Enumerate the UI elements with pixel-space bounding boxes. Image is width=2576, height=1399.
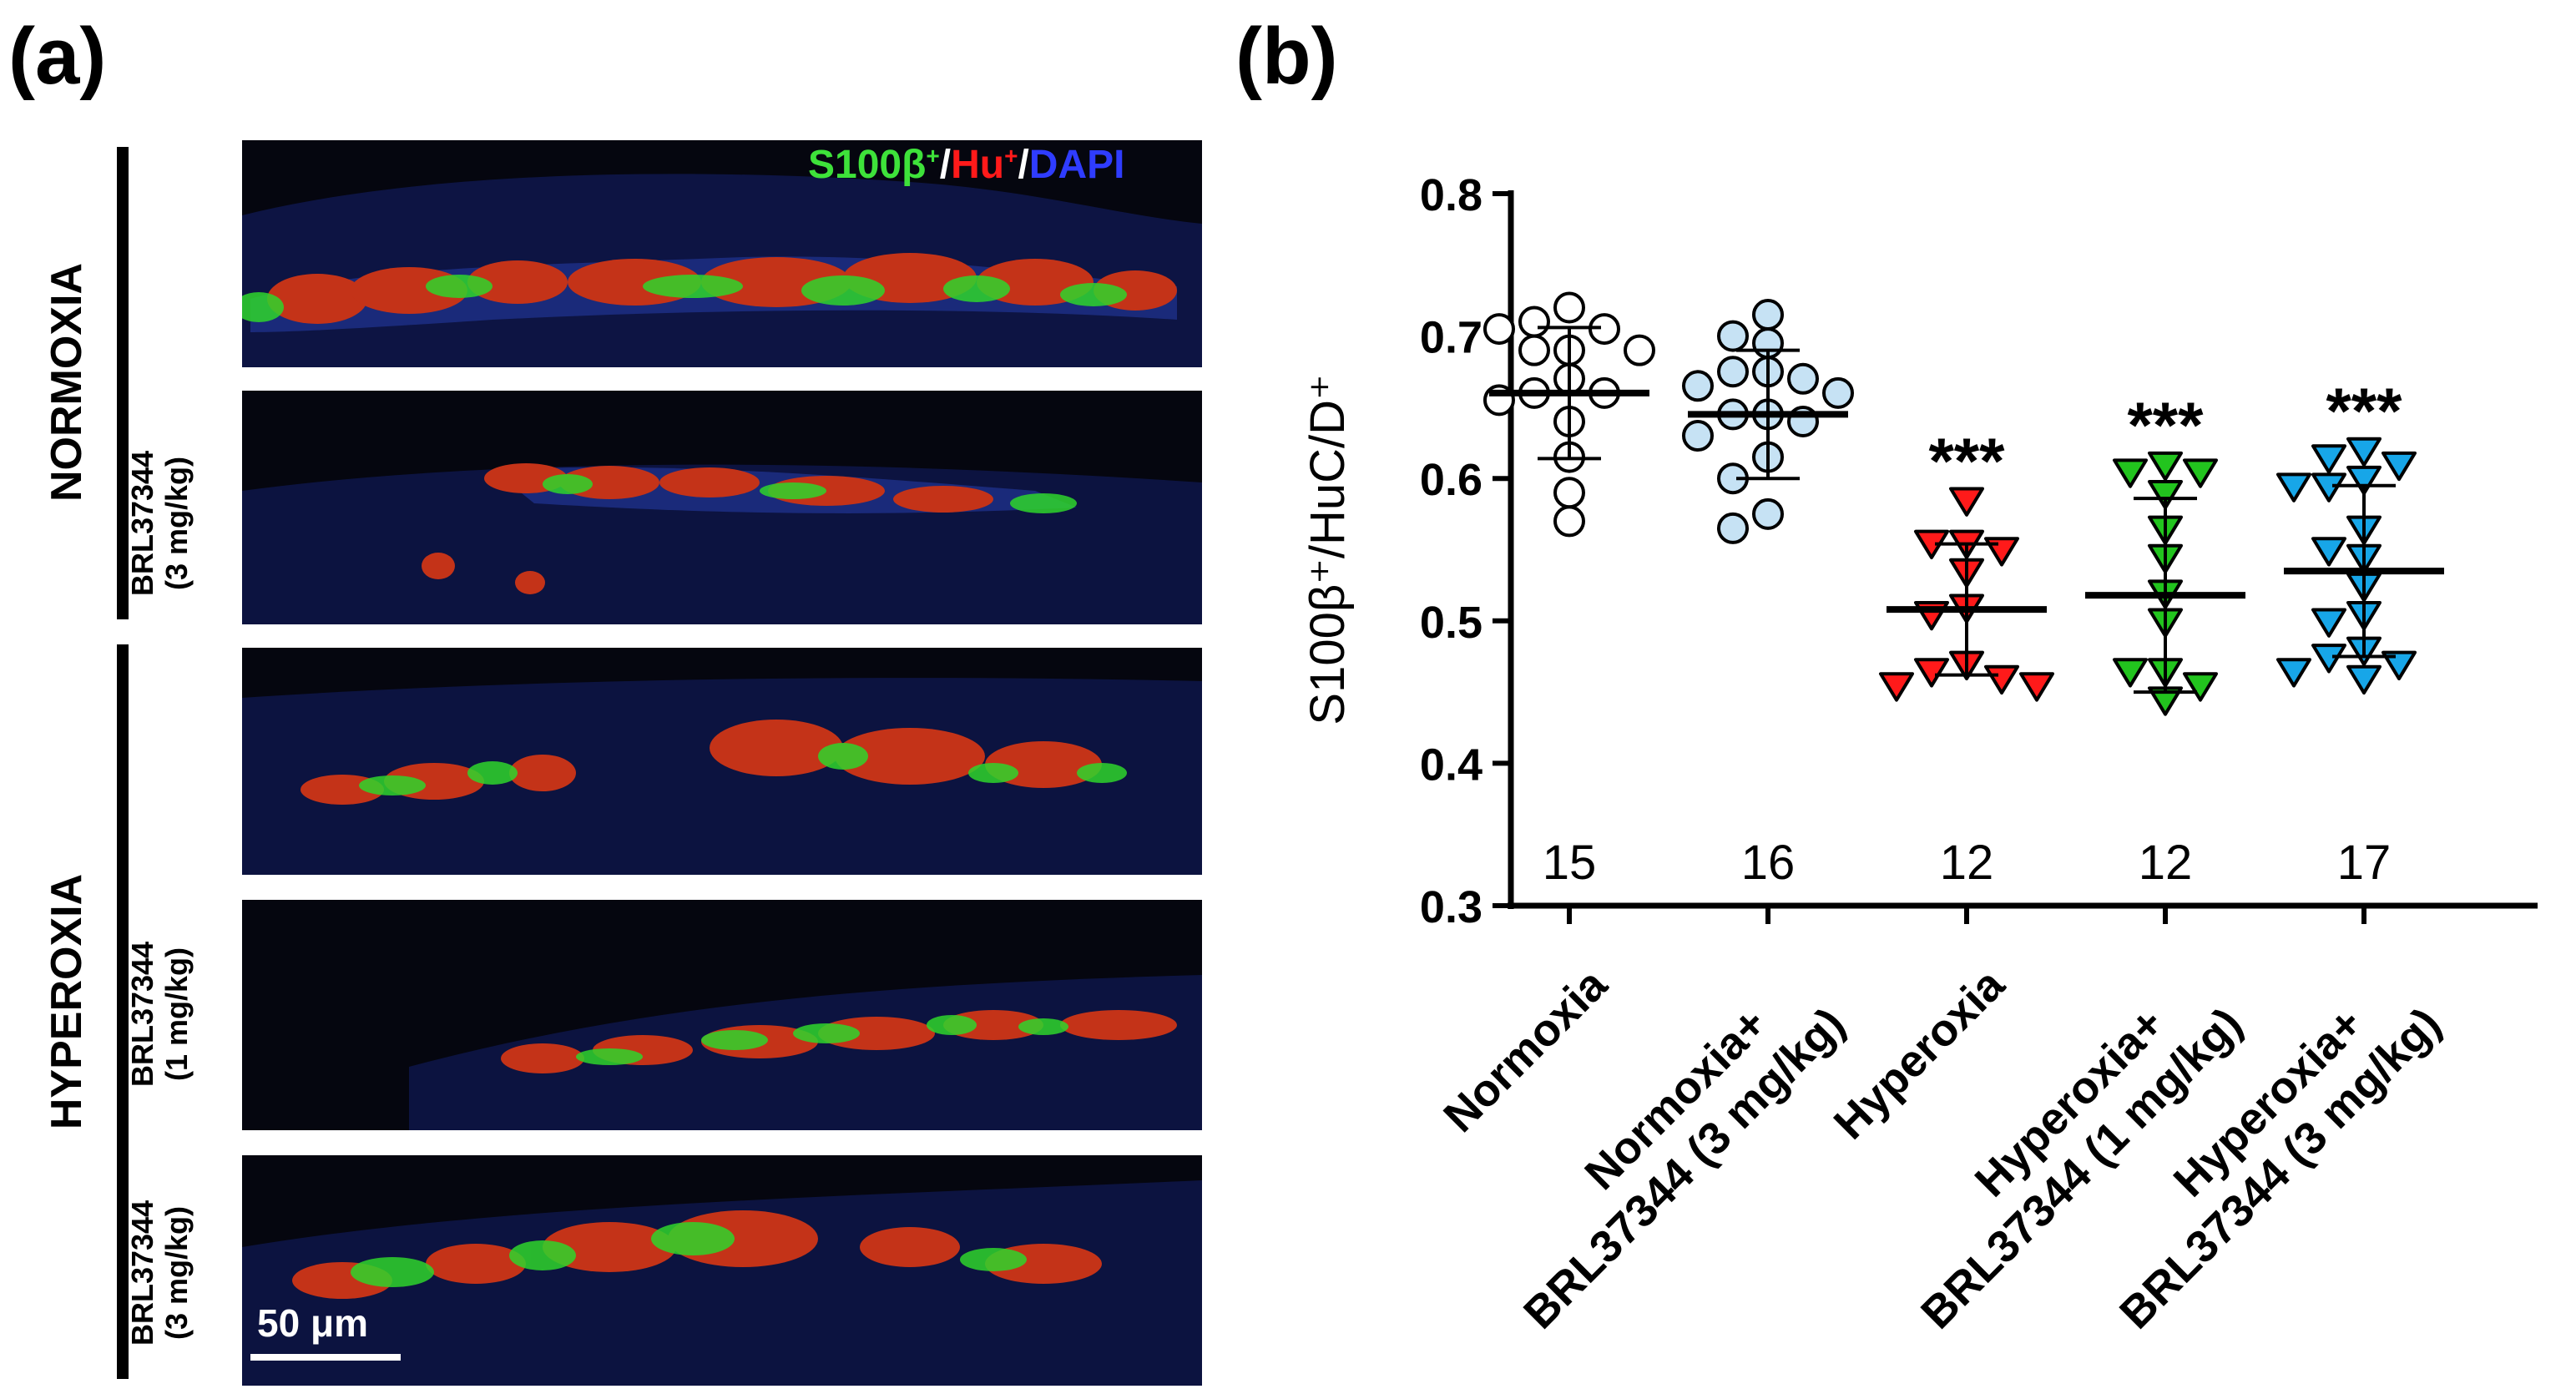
n-label: 12 — [2139, 836, 2193, 890]
panel-b-label: (b) — [1235, 12, 1338, 101]
micrograph-normoxia-brl-3-svg — [242, 391, 1202, 624]
data-point — [2346, 465, 2382, 496]
stain-s100: S100β — [808, 143, 927, 187]
data-point — [2183, 458, 2218, 488]
data-point — [2113, 458, 2148, 488]
stain-slash1: / — [939, 143, 952, 187]
data-point — [1553, 505, 1585, 538]
data-point — [1752, 497, 1784, 530]
micrograph-hyperoxia — [242, 648, 1202, 875]
data-point — [1914, 658, 1949, 688]
y-tick-label: 0.5 — [1420, 598, 1482, 648]
data-point — [1518, 334, 1550, 366]
dot-plot-chart: 0.30.40.50.60.70.8S100β⁺/HuC/D⁺NormoxiaN… — [1301, 170, 2538, 1338]
row-label-line1: BRL37344 — [125, 941, 159, 1088]
micrograph-normoxia-svg — [242, 140, 1202, 367]
x-category-label-line: Hyperoxia — [1825, 959, 2015, 1149]
row-label-line1: BRL37344 — [125, 1200, 159, 1346]
n-label: 12 — [1940, 836, 1994, 890]
hyperoxia-group-bar — [117, 644, 129, 1379]
data-point — [2311, 444, 2346, 474]
data-point — [1624, 334, 1655, 366]
data-point — [1682, 420, 1714, 452]
data-point — [2346, 664, 2382, 695]
y-tick-label: 0.6 — [1420, 455, 1482, 505]
panel-a-label: (a) — [8, 12, 107, 101]
x-category-label: Normoxia — [1434, 959, 1617, 1142]
data-point — [1717, 512, 1749, 544]
data-point — [2276, 472, 2311, 503]
data-point — [1822, 376, 1854, 409]
data-point — [1483, 313, 1515, 346]
x-category-label-line: BRL37344 (3 mg/kg) — [1514, 998, 1854, 1338]
data-point — [2382, 451, 2417, 482]
data-point — [1717, 320, 1749, 352]
x-category-label-line: BRL37344 (3 mg/kg) — [2110, 998, 2450, 1338]
normoxia-group-bar — [117, 147, 129, 619]
row-label-hyperoxia-brl-1: BRL37344 (1 mg/kg) — [125, 914, 200, 1114]
chart-marks — [1483, 291, 2444, 716]
micrograph-hyperoxia-brl-3 — [242, 1155, 1202, 1386]
micrograph-hyperoxia-brl-1-svg — [242, 900, 1202, 1130]
scale-bar-line — [250, 1354, 401, 1361]
row-label-line2: (3 mg/kg) — [159, 457, 194, 591]
data-point — [1949, 487, 1984, 517]
significance-label: *** — [1928, 424, 2005, 497]
data-point — [2183, 672, 2218, 702]
data-point — [2148, 451, 2183, 482]
data-point — [1752, 299, 1784, 331]
y-tick-label: 0.8 — [1420, 170, 1482, 220]
stain-hu-sup: + — [1004, 143, 1018, 169]
data-point — [1553, 477, 1585, 509]
data-point — [2311, 644, 2346, 674]
y-axis-label: S100β⁺/HuC/D⁺ — [1301, 374, 1355, 725]
data-point — [2276, 658, 2311, 688]
micrograph-hyperoxia-brl-3-svg — [242, 1155, 1202, 1386]
data-point — [1518, 306, 1550, 338]
stain-dapi: DAPI — [1028, 143, 1125, 187]
chart-text: 0.30.40.50.60.70.8S100β⁺/HuC/D⁺NormoxiaN… — [1301, 170, 2450, 1338]
data-point — [2113, 658, 2148, 688]
data-point — [1717, 356, 1749, 388]
hyperoxia-group-label: HYPEROXIA — [43, 873, 91, 1130]
data-point — [2346, 437, 2382, 467]
data-point — [2148, 479, 2183, 510]
significance-label: *** — [2326, 374, 2402, 447]
chart-axes — [1493, 190, 2538, 924]
n-label: 17 — [2337, 836, 2392, 890]
data-point — [2311, 472, 2346, 503]
normoxia-group-label: NORMOXIA — [43, 263, 91, 502]
data-point — [2311, 537, 2346, 567]
y-tick-label: 0.4 — [1420, 740, 1482, 790]
data-point — [1879, 672, 1914, 702]
n-label: 15 — [1543, 836, 1597, 890]
scale-bar-label: 50 μm — [257, 1301, 368, 1345]
data-point — [2019, 672, 2054, 702]
row-label-hyperoxia-brl-3: BRL37344 (3 mg/kg) — [125, 1173, 200, 1373]
micrograph-hyperoxia-brl-1 — [242, 900, 1202, 1130]
x-category-label: Hyperoxia — [1825, 959, 2015, 1149]
row-label-normoxia-brl-3: BRL37344 (3 mg/kg) — [125, 423, 200, 624]
row-label-line1: BRL37344 — [125, 450, 159, 597]
data-point — [2382, 650, 2417, 681]
stain-hu: Hu — [951, 143, 1005, 187]
micrograph-normoxia-brl-3 — [242, 391, 1202, 624]
y-tick-label: 0.7 — [1420, 313, 1482, 363]
micrograph-hyperoxia-svg — [242, 648, 1202, 875]
data-point — [1682, 370, 1714, 402]
stain-slash2: / — [1018, 143, 1029, 187]
n-label: 16 — [1741, 836, 1796, 890]
row-label-line2: (3 mg/kg) — [159, 1206, 194, 1341]
data-point — [1984, 664, 2019, 695]
stain-s100-sup: + — [926, 143, 940, 169]
data-point — [1553, 291, 1585, 324]
y-tick-label: 0.3 — [1420, 882, 1482, 932]
x-category-label-line: Normoxia — [1434, 959, 1617, 1142]
data-point — [2311, 608, 2346, 638]
significance-label: *** — [2127, 388, 2204, 462]
row-label-line2: (1 mg/kg) — [159, 947, 194, 1082]
micrograph-normoxia — [242, 140, 1202, 367]
data-point — [1787, 362, 1819, 395]
stain-legend: S100β+/Hu+/DAPI — [808, 142, 1124, 188]
